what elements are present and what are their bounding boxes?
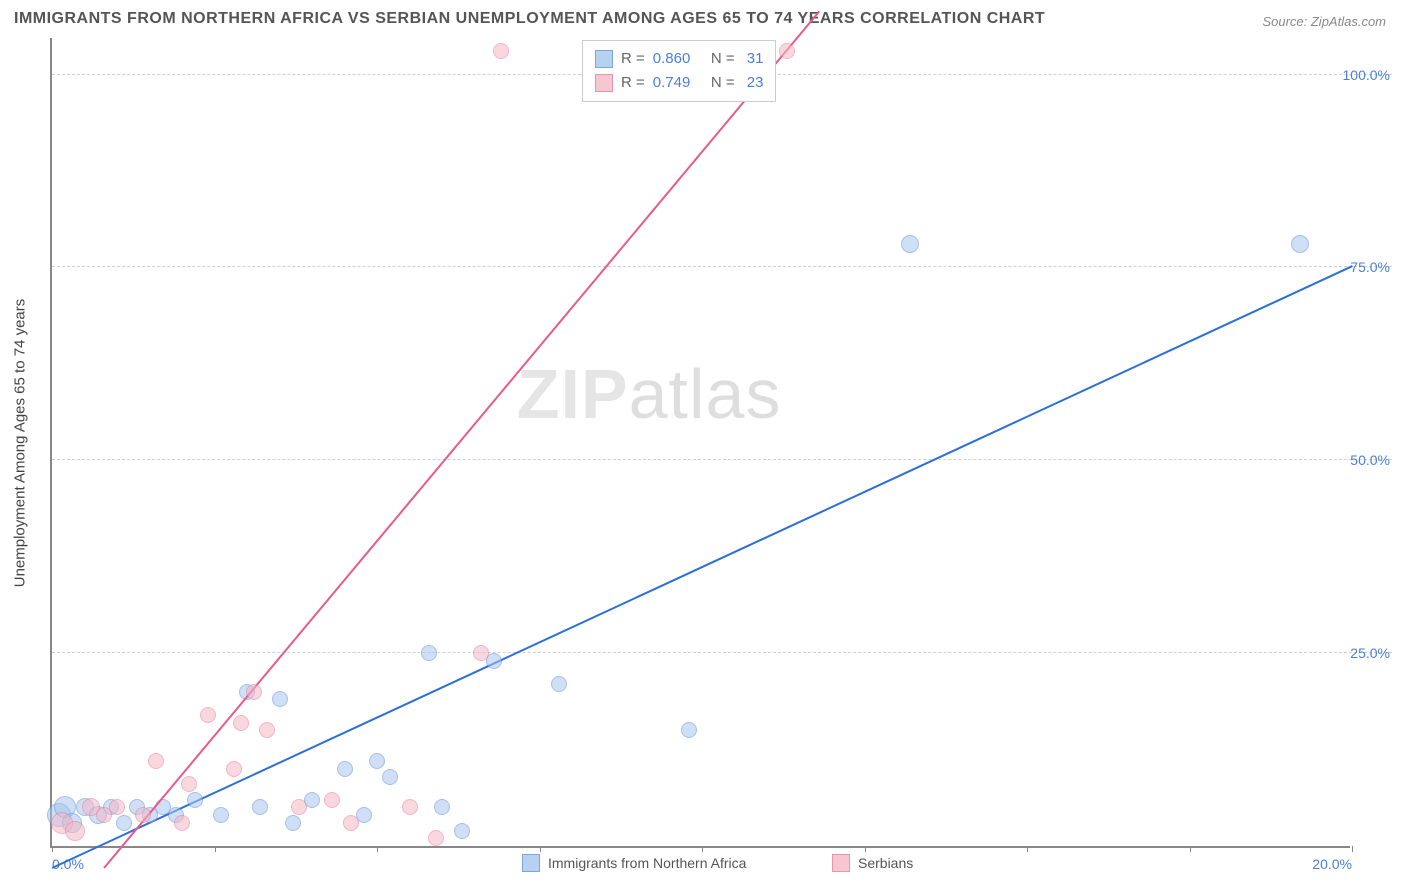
scatter-point <box>382 769 398 785</box>
scatter-point <box>428 830 444 846</box>
scatter-point <box>473 645 489 661</box>
scatter-point <box>116 815 132 831</box>
gridline-horizontal <box>52 459 1392 460</box>
scatter-point <box>65 821 85 841</box>
source-attribution: Source: ZipAtlas.com <box>1262 14 1386 29</box>
x-tick <box>215 846 216 852</box>
scatter-point <box>187 792 203 808</box>
watermark-bold: ZIP <box>517 355 629 433</box>
series-legend-item: Immigrants from Northern Africa <box>522 854 746 872</box>
scatter-point <box>200 707 216 723</box>
gridline-horizontal <box>52 652 1392 653</box>
correlation-legend: R = 0.860 N = 31R = 0.749 N = 23 <box>582 40 776 102</box>
x-tick <box>1190 846 1191 852</box>
scatter-point <box>402 799 418 815</box>
scatter-point <box>246 684 262 700</box>
scatter-point <box>337 761 353 777</box>
legend-swatch <box>595 50 613 68</box>
scatter-point <box>291 799 307 815</box>
scatter-point <box>434 799 450 815</box>
scatter-point <box>213 807 229 823</box>
scatter-point <box>109 799 125 815</box>
scatter-point <box>272 691 288 707</box>
legend-swatch <box>522 854 540 872</box>
scatter-point <box>324 792 340 808</box>
scatter-point <box>454 823 470 839</box>
legend-n-value: 23 <box>743 71 764 95</box>
gridline-horizontal <box>52 266 1392 267</box>
x-tick-label: 20.0% <box>1312 856 1352 872</box>
y-tick-label: 50.0% <box>1330 452 1390 468</box>
scatter-point <box>181 776 197 792</box>
scatter-point <box>226 761 242 777</box>
scatter-point <box>681 722 697 738</box>
scatter-point <box>421 645 437 661</box>
watermark: ZIPatlas <box>517 354 782 434</box>
scatter-point <box>259 722 275 738</box>
scatter-point <box>551 676 567 692</box>
y-tick-label: 100.0% <box>1330 67 1390 83</box>
scatter-point <box>1291 235 1309 253</box>
legend-row: R = 0.860 N = 31 <box>595 47 763 71</box>
legend-r-label: R = <box>621 71 645 95</box>
scatter-point <box>252 799 268 815</box>
x-tick <box>1027 846 1028 852</box>
series-legend-label: Immigrants from Northern Africa <box>548 855 746 871</box>
chart-title: IMMIGRANTS FROM NORTHERN AFRICA VS SERBI… <box>14 10 1045 28</box>
legend-r-value: 0.860 <box>653 47 691 71</box>
chart-area: ZIPatlas 25.0%50.0%75.0%100.0%0.0%20.0%R… <box>50 38 1390 848</box>
scatter-point <box>343 815 359 831</box>
x-tick <box>1352 846 1353 852</box>
y-axis-label: Unemployment Among Ages 65 to 74 years <box>12 299 29 588</box>
scatter-point <box>135 807 151 823</box>
legend-r-label: R = <box>621 47 645 71</box>
series-legend-item: Serbians <box>832 854 913 872</box>
plot-region: ZIPatlas 25.0%50.0%75.0%100.0%0.0%20.0%R… <box>50 38 1350 848</box>
scatter-point <box>369 753 385 769</box>
scatter-point <box>148 753 164 769</box>
scatter-point <box>901 235 919 253</box>
x-tick <box>52 846 53 852</box>
scatter-point <box>493 43 509 59</box>
trend-line <box>103 11 820 869</box>
scatter-point <box>233 715 249 731</box>
legend-row: R = 0.749 N = 23 <box>595 71 763 95</box>
x-tick <box>702 846 703 852</box>
legend-swatch <box>595 74 613 92</box>
legend-n-label: N = <box>698 71 734 95</box>
legend-n-value: 31 <box>743 47 764 71</box>
legend-r-value: 0.749 <box>653 71 691 95</box>
scatter-point <box>174 815 190 831</box>
x-tick <box>540 846 541 852</box>
scatter-point <box>285 815 301 831</box>
y-tick-label: 25.0% <box>1330 645 1390 661</box>
watermark-thin: atlas <box>629 355 782 433</box>
legend-swatch <box>832 854 850 872</box>
legend-n-label: N = <box>698 47 734 71</box>
x-tick <box>377 846 378 852</box>
x-tick <box>865 846 866 852</box>
series-legend-label: Serbians <box>858 855 913 871</box>
scatter-point <box>779 43 795 59</box>
trend-line <box>52 266 1353 870</box>
